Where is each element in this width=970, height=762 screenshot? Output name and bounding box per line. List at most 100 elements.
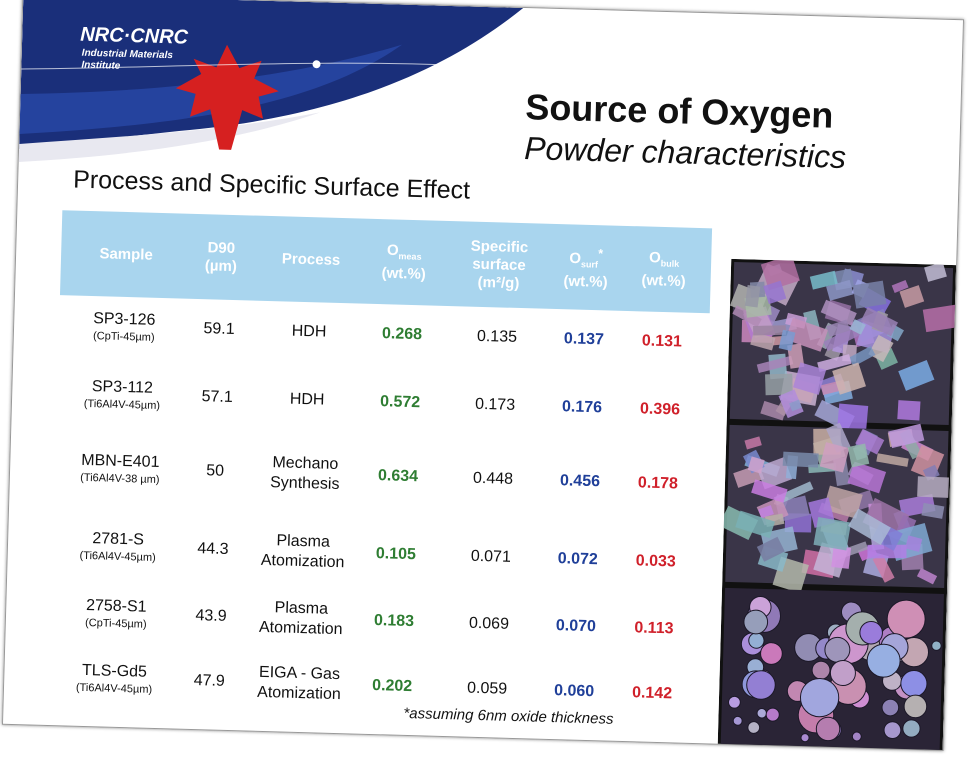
specific-surface: 0.448	[473, 470, 514, 488]
header-sup: *	[598, 247, 603, 261]
sample-note: (Ti6Al4V-38 µm)	[45, 470, 195, 488]
texture	[757, 708, 767, 718]
o-meas: 0.634	[378, 467, 419, 485]
texture	[753, 325, 786, 335]
table-cell: Plasma Atomization	[247, 531, 358, 574]
sample-note: (Ti6Al4V-45µm)	[39, 680, 189, 698]
header-label: Sample	[99, 245, 153, 263]
logo: NRC·CNRC	[80, 24, 188, 50]
d90: 59.1	[203, 320, 235, 338]
process: Mechano Synthesis	[270, 454, 340, 493]
texture	[746, 670, 775, 699]
process: Plasma Atomization	[259, 599, 343, 638]
d90: 47.9	[193, 672, 225, 690]
sample-note: (Ti6Al4V-45µm)	[43, 548, 193, 566]
table-cell: 0.069	[449, 613, 530, 635]
sample: MBN-E401	[81, 452, 160, 471]
table-cell: 0.142	[617, 683, 688, 705]
texture	[749, 633, 765, 649]
table-cell: 0.105	[361, 544, 432, 566]
d90: 44.3	[197, 540, 229, 558]
table-cell: HDH	[252, 389, 363, 412]
table-cell: 0.178	[623, 473, 694, 495]
sample-note: (CpTi-45µm)	[41, 615, 191, 633]
d90: 43.9	[195, 607, 227, 625]
micrographs	[718, 259, 957, 751]
header-sub: bulk	[661, 258, 680, 269]
o-surf: 0.060	[554, 682, 595, 700]
table-cell: 0.131	[627, 331, 698, 353]
specific-surface: 0.135	[477, 328, 518, 346]
table-cell: 50	[185, 461, 246, 483]
table-cell: 0.072	[543, 549, 614, 571]
texture	[860, 621, 883, 644]
texture	[816, 717, 840, 741]
table-cell: 2781-S(Ti6Al4V-45µm)	[43, 528, 194, 566]
texture	[852, 732, 861, 741]
slide: NRC·CNRC Industrial MaterialsInstitute S…	[2, 0, 964, 751]
column-header: D90(µm)	[191, 239, 252, 277]
sample-note: (Ti6Al4V-45µm)	[47, 396, 197, 414]
title: Source of Oxygen	[525, 86, 834, 137]
header-label: O	[387, 242, 399, 259]
o-surf: 0.137	[564, 330, 605, 348]
table-cell: 0.070	[541, 616, 612, 638]
texture	[853, 281, 887, 309]
process: EIGA - Gas Atomization	[257, 664, 341, 703]
sample: 2781-S	[92, 530, 144, 548]
texture	[801, 734, 809, 742]
column-header: Obulk (wt.%)	[628, 249, 699, 292]
process: HDH	[291, 323, 326, 341]
specific-surface: 0.173	[475, 396, 516, 414]
column-header: Omeas(wt.%)	[368, 241, 439, 284]
texture	[867, 644, 901, 678]
o-meas: 0.268	[382, 325, 423, 343]
table-cell: 57.1	[187, 387, 248, 409]
column-header: Process	[256, 250, 366, 271]
header-sub: surf	[581, 259, 598, 269]
texture	[917, 476, 949, 498]
page: NRC·CNRC Industrial MaterialsInstitute S…	[0, 0, 970, 762]
o-bulk: 0.033	[636, 552, 677, 570]
header-label: Process	[282, 250, 341, 269]
table-cell: SP3-126(CpTi-45µm)	[49, 308, 200, 346]
texture	[744, 610, 768, 634]
texture	[904, 695, 927, 718]
table-cell: HDH	[254, 321, 365, 344]
texture	[932, 641, 942, 651]
texture	[748, 721, 760, 733]
table-cell: 0.448	[453, 468, 534, 490]
table-cell: 0.183	[359, 611, 430, 633]
texture	[887, 600, 926, 639]
texture	[800, 678, 839, 717]
table-cell: EIGA - Gas Atomization	[244, 662, 355, 705]
specific-surface: 0.059	[467, 680, 508, 698]
table-cell: 0.059	[447, 678, 528, 700]
specific-surface: 0.069	[469, 615, 510, 633]
process: HDH	[290, 391, 325, 409]
texture	[830, 660, 856, 686]
table-cell: Plasma Atomization	[245, 597, 356, 640]
table-cell: 0.033	[620, 551, 691, 573]
o-surf: 0.070	[556, 617, 597, 635]
header-sub: meas	[398, 251, 421, 262]
column-header: Specific surface(m²/g)	[458, 237, 539, 293]
process: Plasma Atomization	[261, 532, 345, 571]
table-cell: 43.9	[181, 606, 242, 628]
o-meas: 0.572	[380, 393, 421, 411]
header-unit: (m²/g)	[477, 274, 519, 292]
texture	[813, 517, 851, 550]
texture	[766, 708, 779, 721]
o-surf: 0.072	[558, 550, 599, 568]
o-bulk: 0.178	[638, 474, 679, 492]
table-cell: 0.135	[457, 326, 538, 348]
sample: SP3-112	[92, 378, 154, 397]
table-cell: 0.572	[365, 392, 436, 414]
o-surf: 0.176	[562, 398, 603, 416]
table-cell: 47.9	[179, 671, 240, 693]
o-surf: 0.456	[560, 472, 601, 490]
header-unit: (wt.%)	[641, 272, 686, 290]
o-bulk: 0.396	[640, 400, 681, 418]
header-label: O	[649, 249, 661, 266]
o-meas: 0.105	[376, 545, 417, 563]
